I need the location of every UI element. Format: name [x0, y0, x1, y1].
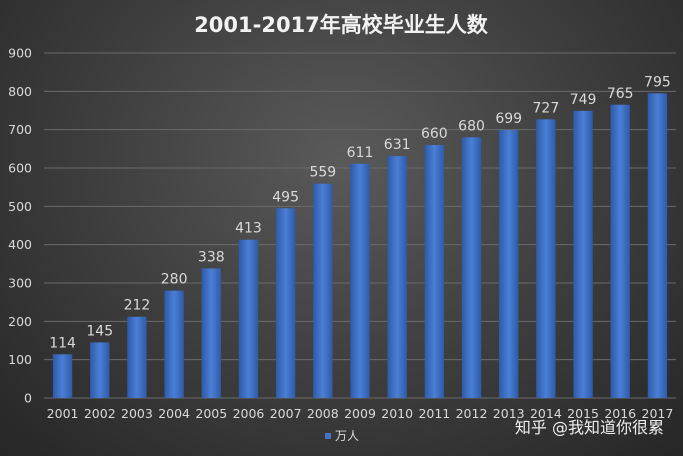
x-tick-label: 2002	[84, 406, 116, 421]
y-tick-label: 0	[24, 391, 32, 406]
legend-label: 万人	[335, 429, 359, 443]
x-tick-label: 2009	[344, 406, 376, 421]
x-tick-label: 2014	[530, 406, 562, 421]
x-tick-label: 2013	[493, 406, 525, 421]
data-label: 495	[272, 189, 299, 205]
data-label: 413	[235, 221, 262, 237]
data-label: 660	[421, 126, 448, 142]
data-label: 114	[49, 335, 76, 351]
bar	[536, 119, 556, 399]
bar	[275, 208, 296, 398]
bar	[647, 93, 668, 398]
data-label: 749	[570, 92, 597, 108]
bar	[424, 145, 445, 398]
watermark: 知乎 @我知道你很累	[515, 418, 664, 437]
data-label: 727	[533, 100, 560, 116]
bar	[461, 137, 482, 399]
y-tick-label: 800	[8, 84, 32, 99]
bar	[164, 290, 184, 398]
y-tick-label: 700	[8, 122, 32, 137]
bar	[127, 316, 147, 398]
data-label: 680	[458, 118, 485, 134]
bar	[52, 354, 73, 398]
data-label: 765	[607, 86, 634, 102]
data-label: 699	[495, 111, 522, 127]
y-tick-label: 600	[8, 161, 32, 176]
bar	[201, 268, 221, 398]
x-tick-label: 2005	[195, 406, 227, 421]
data-label: 212	[124, 298, 151, 314]
bar	[350, 163, 370, 398]
y-tick-label: 900	[8, 46, 32, 61]
chart-title: 2001-2017年高校毕业生人数	[194, 13, 489, 37]
bar	[90, 342, 110, 398]
data-label: 795	[644, 74, 671, 90]
x-tick-label: 2006	[233, 406, 265, 421]
x-tick-label: 2015	[567, 406, 599, 421]
data-label: 280	[161, 272, 188, 288]
bar	[313, 183, 333, 398]
bar	[387, 156, 407, 398]
y-tick-label: 300	[8, 276, 32, 291]
legend-swatch	[325, 433, 331, 439]
data-label: 631	[384, 137, 411, 153]
bar	[610, 104, 630, 398]
y-tick-label: 100	[8, 352, 32, 367]
x-tick-label: 2008	[307, 406, 339, 421]
bars	[52, 93, 668, 399]
y-tick-label: 400	[8, 237, 32, 252]
x-tick-label: 2017	[642, 406, 674, 421]
data-labels: 114 145 212 280 338 413 495 559 611 631 660 680 699 7…	[49, 74, 671, 351]
x-tick-label: 2003	[121, 406, 153, 421]
bar	[238, 239, 259, 398]
data-label: 611	[347, 145, 374, 161]
x-tick-label: 2004	[158, 406, 190, 421]
x-tick-label: 2012	[456, 406, 488, 421]
legend: 万人	[325, 429, 359, 443]
y-axis-ticks: 0 100 200 300 400 500 600 700 800 900	[8, 46, 32, 406]
x-axis-ticks: 2001 2002 2003 2004 2005 2006 2007 2008 2009 2010…	[47, 406, 674, 421]
x-tick-label: 2001	[47, 406, 79, 421]
bar	[573, 110, 593, 398]
y-tick-label: 200	[8, 314, 32, 329]
data-label: 145	[86, 323, 113, 339]
y-tick-label: 500	[8, 199, 32, 214]
x-tick-label: 2011	[418, 406, 450, 421]
x-tick-label: 2016	[604, 406, 636, 421]
x-tick-label: 2010	[381, 406, 413, 421]
data-label: 338	[198, 249, 225, 265]
data-label: 559	[309, 165, 336, 181]
x-tick-label: 2007	[270, 406, 302, 421]
bar	[499, 130, 519, 399]
